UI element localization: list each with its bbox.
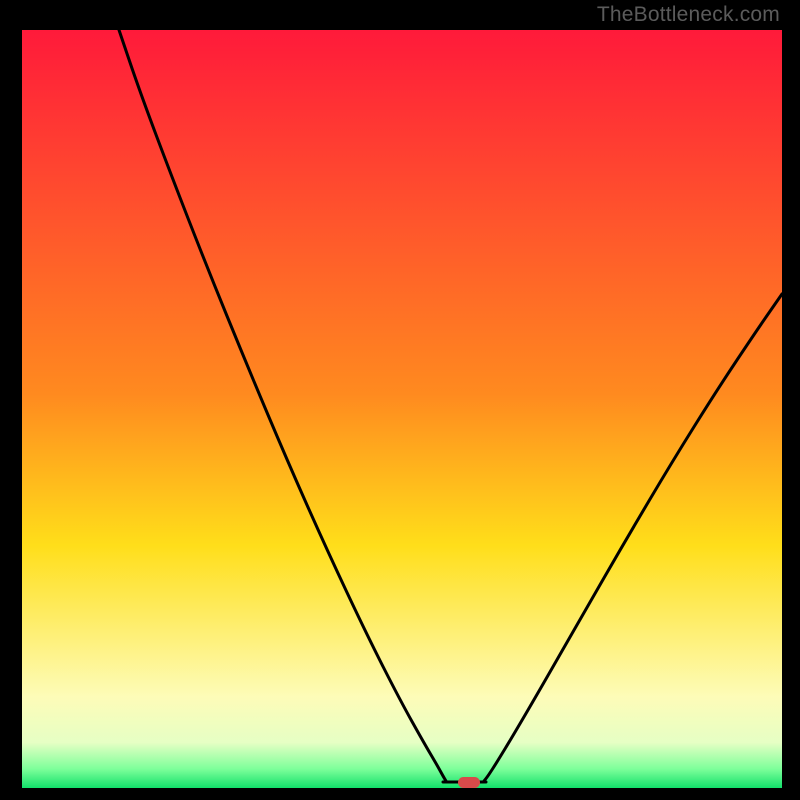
nadir-marker — [458, 777, 480, 788]
watermark-text: TheBottleneck.com — [597, 3, 780, 27]
curve-right-branch — [484, 294, 782, 781]
chart-plot-area — [22, 30, 782, 788]
bottleneck-curve — [22, 30, 782, 788]
curve-left-branch — [119, 30, 446, 781]
